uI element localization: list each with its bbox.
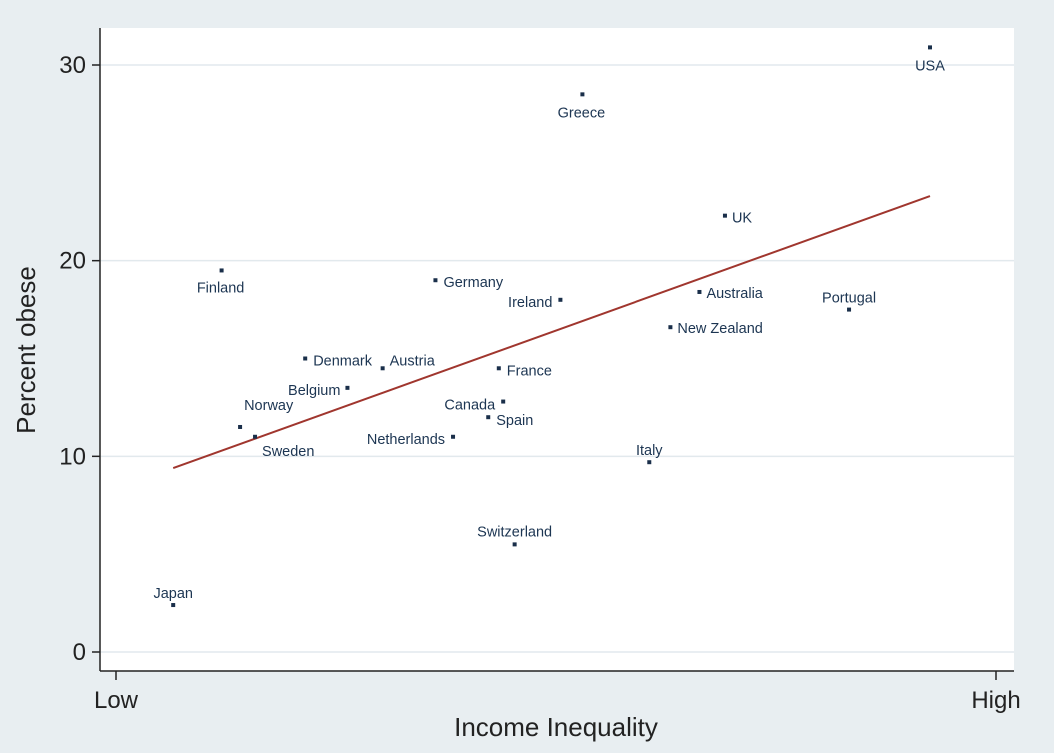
- data-point-finland: [219, 268, 224, 273]
- fit-line-layer: [172, 195, 931, 470]
- point-label-spain: Spain: [496, 413, 533, 429]
- plot-area: [100, 28, 1014, 671]
- y-tick-label-0: 0: [73, 639, 86, 666]
- x-tick-label-low: Low: [94, 687, 139, 714]
- data-point-new-zealand: [668, 325, 673, 330]
- data-point-canada: [501, 399, 506, 404]
- y-tick-label-10: 10: [59, 443, 86, 470]
- point-label-switzerland: Switzerland: [477, 524, 552, 540]
- point-label-canada: Canada: [444, 398, 496, 414]
- x-tick-label-high: High: [971, 687, 1020, 714]
- data-point-belgium: [345, 385, 350, 390]
- point-labels: USA Greece UK Finland Germany Ireland Australi…: [153, 58, 945, 602]
- point-label-portugal: Portugal: [822, 291, 876, 307]
- point-label-finland: Finland: [197, 280, 245, 296]
- data-point-denmark: [303, 356, 308, 361]
- data-point-uk: [722, 213, 727, 218]
- data-point-france: [496, 366, 501, 371]
- data-point-spain: [486, 415, 491, 420]
- y-tick-label-30: 30: [59, 52, 86, 79]
- data-point-portugal: [847, 307, 852, 312]
- data-point-germany: [433, 278, 438, 283]
- y-axis-title: Percent obese: [11, 266, 41, 434]
- data-point-greece: [580, 92, 585, 97]
- point-label-australia: Australia: [706, 286, 763, 302]
- point-label-denmark: Denmark: [313, 354, 373, 370]
- x-axis-title: Income Inequality: [454, 712, 658, 742]
- data-point-austria: [380, 366, 385, 371]
- point-label-greece: Greece: [558, 105, 606, 121]
- point-label-italy: Italy: [636, 443, 663, 459]
- point-label-norway: Norway: [244, 398, 294, 414]
- data-point-usa: [928, 45, 932, 50]
- point-label-uk: UK: [732, 211, 752, 227]
- fitted-trend-line: [172, 195, 931, 470]
- data-point-switzerland: [512, 542, 517, 547]
- axes: 0 10 20 30 Low High: [59, 28, 1021, 714]
- data-point-japan: [171, 603, 176, 608]
- data-point-australia: [697, 289, 702, 294]
- data-points: [171, 45, 932, 608]
- point-label-netherlands: Netherlands: [367, 432, 445, 448]
- data-point-netherlands: [451, 434, 456, 439]
- y-tick-label-20: 20: [59, 248, 86, 275]
- point-label-sweden: Sweden: [262, 444, 314, 460]
- point-label-new-zealand: New Zealand: [677, 321, 762, 337]
- gridlines: [100, 64, 1014, 653]
- point-label-ireland: Ireland: [508, 295, 552, 311]
- point-label-usa: USA: [915, 58, 945, 74]
- point-label-austria: Austria: [390, 353, 436, 369]
- data-point-ireland: [558, 297, 563, 302]
- data-point-sweden: [253, 434, 258, 439]
- data-point-norway: [238, 424, 243, 429]
- point-label-belgium: Belgium: [288, 383, 340, 399]
- data-point-italy: [647, 460, 652, 465]
- point-label-france: France: [507, 363, 552, 379]
- point-label-japan: Japan: [153, 586, 193, 602]
- point-label-germany: Germany: [443, 275, 503, 291]
